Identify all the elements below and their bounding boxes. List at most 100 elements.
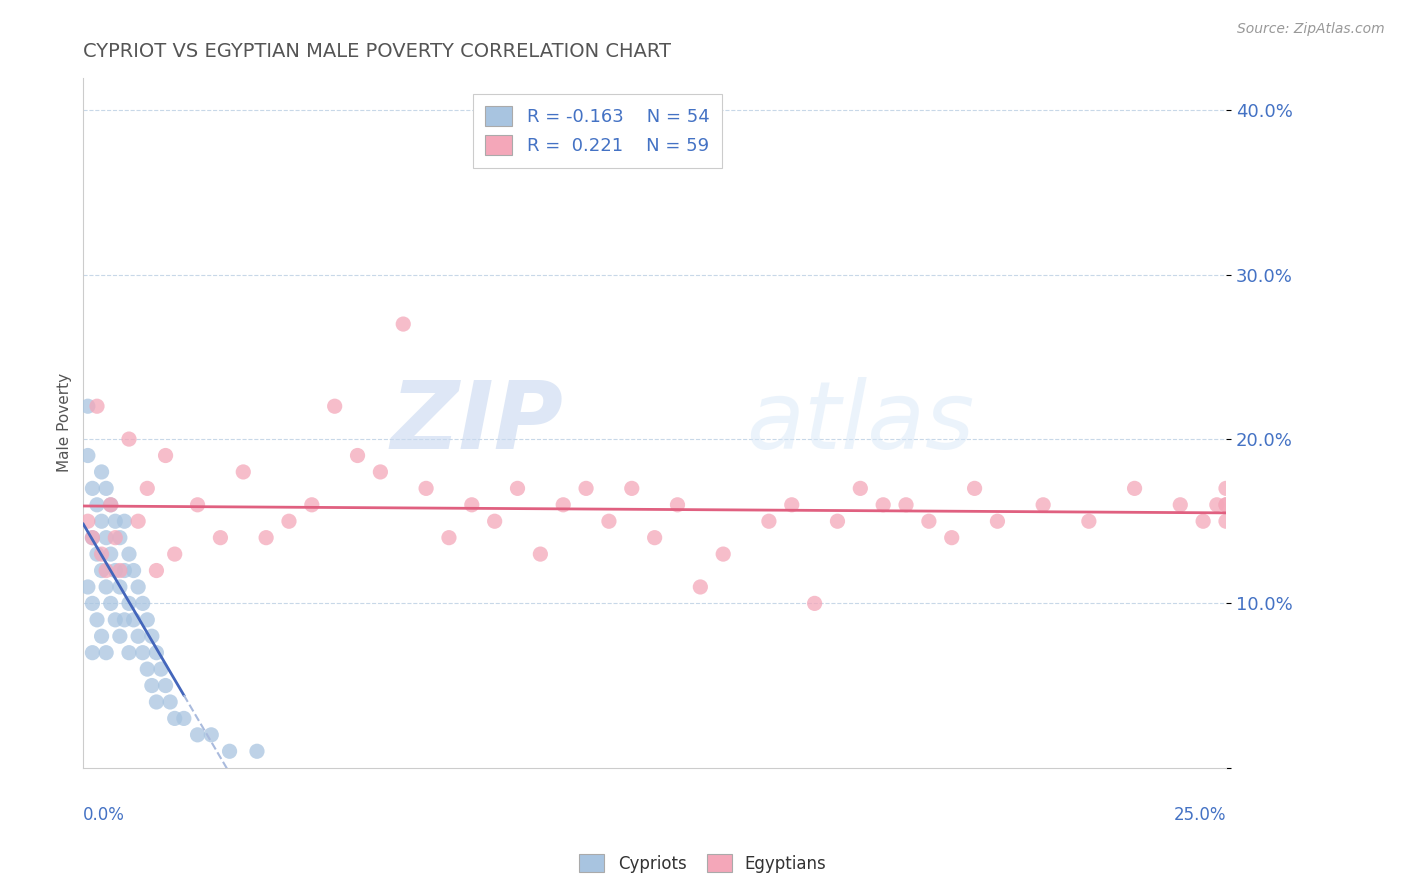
Point (1123, 482, 1146, 496)
Point (1215, 498, 1237, 512)
Point (278, 514, 301, 528)
Point (94, 531, 117, 545)
Point (82, 482, 104, 496)
Point (112, 514, 135, 528)
Point (136, 662, 159, 676)
Point (620, 482, 643, 496)
Point (132, 646, 155, 660)
Point (82, 531, 104, 545)
Point (827, 514, 849, 528)
Point (86, 613, 108, 627)
Point (90, 514, 112, 528)
Point (127, 629, 149, 643)
Point (849, 482, 872, 496)
Point (484, 514, 506, 528)
Point (122, 613, 145, 627)
Point (346, 449, 368, 463)
Point (575, 482, 598, 496)
Point (108, 531, 131, 545)
Point (163, 711, 186, 725)
Point (415, 482, 437, 496)
Point (163, 547, 186, 561)
Point (76, 514, 98, 528)
Legend: Cypriots, Egyptians: Cypriots, Egyptians (572, 847, 834, 880)
Point (1215, 514, 1237, 528)
Point (136, 613, 159, 627)
Point (1192, 514, 1215, 528)
Text: ZIP: ZIP (391, 376, 564, 468)
Point (90, 465, 112, 479)
Point (254, 531, 277, 545)
Point (108, 564, 131, 578)
Point (200, 728, 222, 742)
Point (90, 564, 112, 578)
Point (209, 531, 232, 545)
Point (100, 498, 122, 512)
Point (155, 679, 177, 693)
Point (90, 629, 112, 643)
Point (112, 564, 135, 578)
Point (104, 531, 127, 545)
Text: Source: ZipAtlas.com: Source: ZipAtlas.com (1237, 22, 1385, 37)
Point (711, 547, 734, 561)
Point (644, 531, 666, 545)
Point (145, 646, 167, 660)
Point (803, 596, 825, 610)
Point (127, 580, 149, 594)
Point (82, 531, 104, 545)
Point (132, 596, 155, 610)
Point (94, 580, 117, 594)
Point (666, 498, 689, 512)
Point (159, 695, 181, 709)
Point (122, 564, 145, 578)
Point (108, 580, 131, 594)
Point (1205, 498, 1227, 512)
Point (82, 596, 104, 610)
Point (94, 564, 117, 578)
Point (150, 662, 173, 676)
Point (246, 744, 269, 758)
Point (76, 580, 98, 594)
Point (100, 498, 122, 512)
Point (104, 514, 127, 528)
Point (918, 514, 941, 528)
Point (894, 498, 917, 512)
Point (90, 547, 112, 561)
Point (187, 728, 209, 742)
Point (1215, 482, 1237, 496)
Point (76, 399, 98, 413)
Point (301, 498, 323, 512)
Point (118, 646, 141, 660)
Point (94, 646, 117, 660)
Point (118, 547, 141, 561)
Legend: R = -0.163    N = 54, R =  0.221    N = 59: R = -0.163 N = 54, R = 0.221 N = 59 (472, 94, 723, 168)
Point (1168, 498, 1191, 512)
Point (127, 514, 149, 528)
Point (86, 498, 108, 512)
Point (598, 514, 620, 528)
Point (963, 482, 986, 496)
Point (108, 629, 131, 643)
Point (392, 317, 415, 331)
Point (104, 613, 127, 627)
Point (506, 482, 529, 496)
Point (145, 564, 167, 578)
Point (780, 498, 803, 512)
Text: atlas: atlas (747, 377, 974, 468)
Point (76, 449, 98, 463)
Point (986, 514, 1008, 528)
Point (155, 449, 177, 463)
Point (872, 498, 894, 512)
Point (100, 596, 122, 610)
Text: 25.0%: 25.0% (1174, 805, 1226, 823)
Point (100, 547, 122, 561)
Point (173, 711, 195, 725)
Point (118, 432, 141, 446)
Point (94, 482, 117, 496)
Point (112, 613, 135, 627)
Point (86, 399, 108, 413)
Point (86, 547, 108, 561)
Point (1032, 498, 1054, 512)
Point (437, 531, 460, 545)
Point (82, 646, 104, 660)
